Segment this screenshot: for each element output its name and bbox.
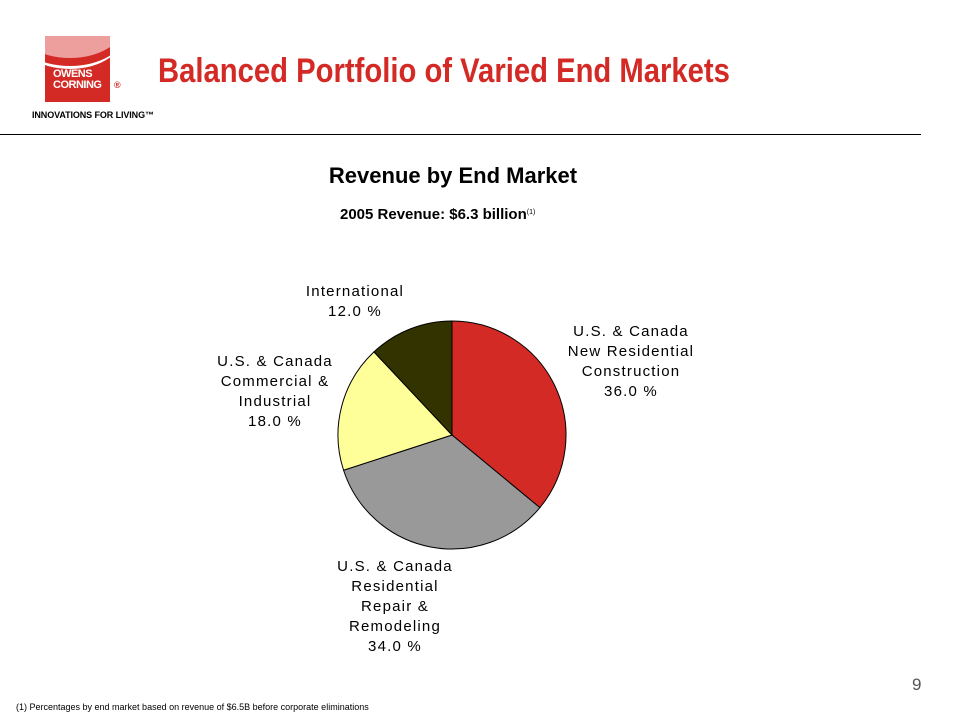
slice-name-line: Commercial & bbox=[220, 373, 330, 390]
company-logo: OWENS CORNING ® INNOVATIONS FOR LIVING™ bbox=[30, 36, 154, 124]
slice-label-commercial-industrial: U.S. & Canada Commercial & Industrial 18.0 … bbox=[200, 352, 350, 432]
slice-label-new-residential: U.S. & Canada New Residential Construction… bbox=[556, 322, 706, 402]
page-title: Balanced Portfolio of Varied End Markets bbox=[158, 52, 730, 90]
chart-subtitle-text: 2005 Revenue: $6.3 billion bbox=[340, 206, 527, 223]
slice-name-line: Construction bbox=[581, 363, 681, 380]
slice-name-line: U.S. & Canada bbox=[217, 353, 333, 370]
slice-value-label: 34.0 % bbox=[368, 638, 422, 655]
slice-name-line: Residential bbox=[351, 578, 439, 595]
pie-slice-international bbox=[373, 320, 453, 437]
logo-registered-mark: ® bbox=[114, 80, 121, 90]
chart-title: Revenue by End Market bbox=[328, 163, 578, 188]
pie-slice-commercial-industrial bbox=[337, 351, 453, 471]
logo-tagline: INNOVATIONS FOR LIVING™ bbox=[32, 110, 154, 120]
slice-name-line: U.S. & Canada bbox=[337, 558, 453, 575]
footnote: (1) Percentages by end market based on r… bbox=[16, 702, 369, 712]
slice-name-line: U.S. & Canada bbox=[573, 323, 689, 340]
slice-value-label: 12.0 % bbox=[328, 303, 382, 320]
pie-slice-new-residential bbox=[451, 320, 567, 509]
slice-value-label: 36.0 % bbox=[604, 383, 658, 400]
slice-name-line: International bbox=[305, 283, 405, 300]
page-number: 9 bbox=[912, 675, 922, 694]
subtitle-footnote-mark: (1) bbox=[526, 209, 536, 216]
slice-name-line: Repair & bbox=[361, 598, 429, 615]
slice-label-repair-remodeling: U.S. & Canada Residential Repair & Remodeli… bbox=[320, 557, 470, 657]
slice-name-line: New Residential bbox=[567, 343, 695, 360]
title-divider bbox=[0, 134, 921, 135]
slice-value-label: 18.0 % bbox=[248, 413, 302, 430]
slice-name-line: Remodeling bbox=[348, 618, 442, 635]
chart-subtitle: 2005 Revenue: $6.3 billion(1) bbox=[340, 206, 535, 223]
slice-label-international: International 12.0 % bbox=[280, 282, 430, 322]
slice-name-line: Industrial bbox=[238, 393, 312, 410]
pie-slice-repair-remodeling bbox=[342, 434, 541, 550]
logo-wordmark: OWENS CORNING bbox=[53, 68, 102, 91]
logo-mark bbox=[45, 36, 110, 102]
